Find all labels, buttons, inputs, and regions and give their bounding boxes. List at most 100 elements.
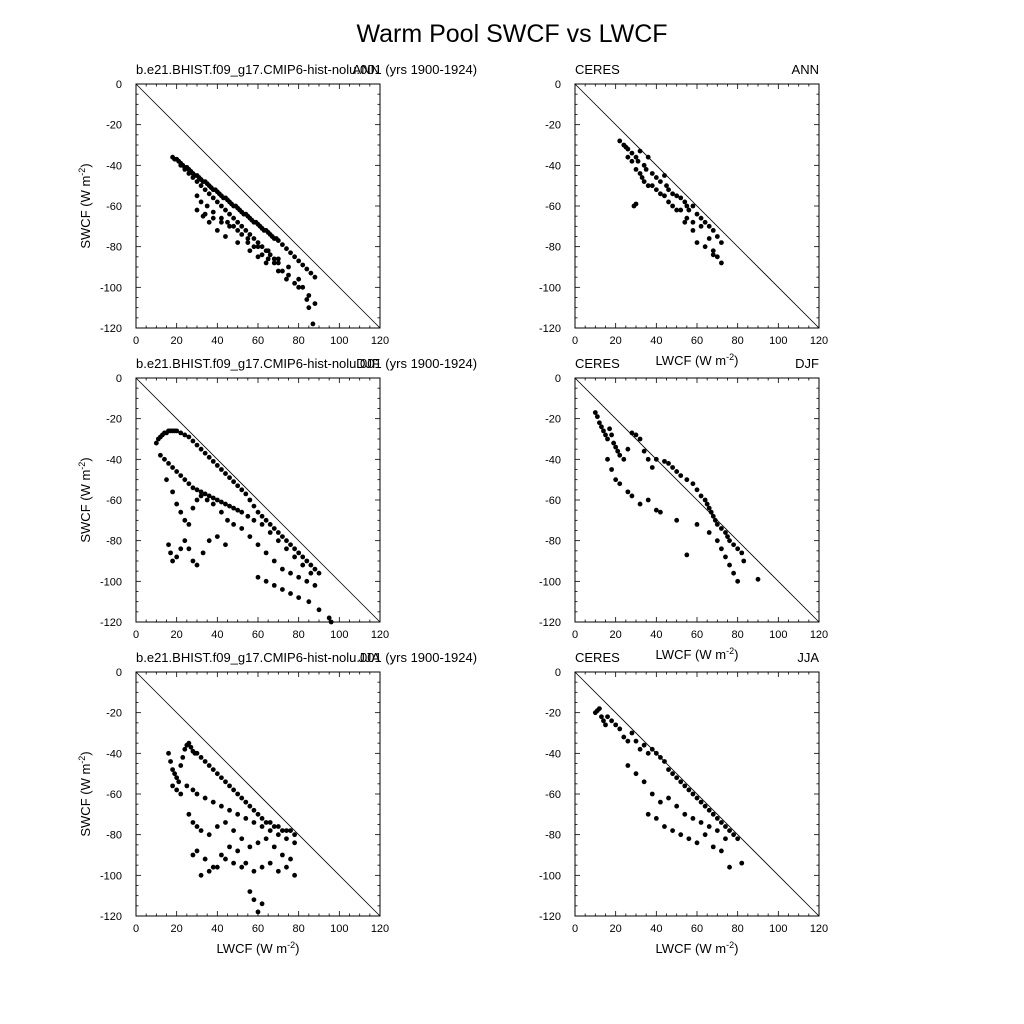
- data-point: [613, 477, 619, 483]
- data-point: [235, 811, 241, 817]
- data-point: [280, 534, 285, 539]
- data-point: [219, 219, 224, 225]
- y-tick-label: 0: [555, 667, 561, 679]
- data-point: [674, 803, 680, 809]
- data-point: [247, 232, 253, 237]
- data-point: [284, 246, 289, 252]
- data-point: [690, 481, 696, 487]
- data-point: [641, 742, 647, 748]
- data-point: [178, 791, 184, 797]
- data-point: [259, 244, 265, 250]
- data-point: [210, 495, 216, 501]
- data-point: [255, 840, 261, 846]
- data-point: [286, 272, 291, 278]
- data-point: [284, 276, 289, 282]
- data-point: [714, 522, 720, 527]
- data-point: [158, 452, 163, 458]
- data-point: [223, 207, 228, 213]
- y-tick-label: -20: [106, 708, 122, 720]
- data-point: [304, 266, 310, 272]
- data-point: [637, 436, 643, 442]
- data-point: [304, 558, 310, 564]
- panel-season-label: JJA: [797, 650, 819, 665]
- y-tick-label: -40: [545, 748, 561, 760]
- x-tick-label: 20: [171, 335, 183, 347]
- data-point: [292, 840, 297, 846]
- data-point: [247, 803, 253, 809]
- data-point: [645, 456, 651, 462]
- data-point: [255, 509, 261, 515]
- data-point: [719, 546, 724, 552]
- data-point: [694, 487, 700, 493]
- data-point: [613, 444, 619, 450]
- data-point: [182, 477, 188, 483]
- data-point: [202, 491, 208, 497]
- data-point: [243, 816, 249, 821]
- data-point: [706, 807, 712, 813]
- reference-line: [135, 671, 381, 917]
- data-point: [259, 522, 265, 527]
- x-tick-label: 60: [252, 923, 264, 935]
- data-point: [741, 558, 747, 564]
- x-tick-label: 0: [572, 923, 578, 935]
- data-point: [178, 162, 184, 168]
- data-point: [678, 195, 684, 201]
- data-point: [682, 199, 688, 205]
- data-point: [231, 787, 237, 793]
- data-point: [617, 452, 623, 458]
- data-point: [633, 154, 639, 160]
- data-point: [186, 740, 192, 746]
- data-point: [202, 759, 208, 764]
- reference-line: [135, 83, 381, 329]
- data-point: [328, 619, 334, 625]
- data-point: [296, 595, 302, 600]
- data-point: [275, 538, 281, 544]
- data-point: [617, 481, 623, 487]
- y-tick-label: -80: [545, 536, 561, 548]
- y-tick-label: -120: [100, 911, 122, 923]
- data-point: [194, 487, 200, 493]
- panel-left-label: b.e21.BHIST.f09_g17.CMIP6-hist-nolu.001 …: [136, 62, 477, 77]
- data-point: [263, 517, 269, 523]
- y-tick-label: 0: [555, 373, 561, 385]
- data-point: [625, 738, 631, 744]
- data-point: [674, 469, 680, 474]
- data-point: [658, 509, 663, 515]
- data-point: [194, 207, 200, 213]
- data-point: [170, 767, 176, 772]
- y-tick-label: -40: [106, 454, 122, 466]
- data-point: [727, 538, 732, 544]
- data-point: [202, 450, 208, 456]
- data-point: [645, 497, 651, 503]
- data-point: [702, 219, 708, 225]
- data-point: [267, 820, 273, 825]
- data-point: [296, 284, 302, 290]
- data-point: [251, 244, 257, 250]
- data-point: [247, 497, 253, 503]
- data-point: [617, 138, 623, 144]
- y-tick-label: 0: [116, 373, 122, 385]
- data-point: [280, 852, 285, 858]
- data-point: [300, 262, 306, 268]
- data-point: [214, 824, 220, 829]
- panel-left-label: b.e21.BHIST.f09_g17.CMIP6-hist-nolu.001 …: [136, 356, 477, 371]
- data-point: [637, 501, 643, 507]
- data-point: [202, 856, 208, 862]
- data-point: [306, 305, 312, 311]
- data-point: [194, 179, 200, 185]
- data-point: [267, 530, 273, 535]
- data-point: [239, 526, 245, 531]
- data-point: [176, 779, 182, 785]
- x-tick-label: 20: [610, 923, 622, 935]
- panel-left-label: CERES: [575, 356, 620, 371]
- data-point: [609, 467, 614, 472]
- y-tick-label: -40: [545, 160, 561, 172]
- data-point: [245, 513, 251, 519]
- x-tick-label: 80: [732, 629, 744, 641]
- data-point: [275, 868, 281, 874]
- data-point: [206, 832, 212, 838]
- data-point: [280, 566, 285, 572]
- data-point: [599, 714, 604, 720]
- data-point: [605, 456, 610, 462]
- data-point: [690, 203, 696, 209]
